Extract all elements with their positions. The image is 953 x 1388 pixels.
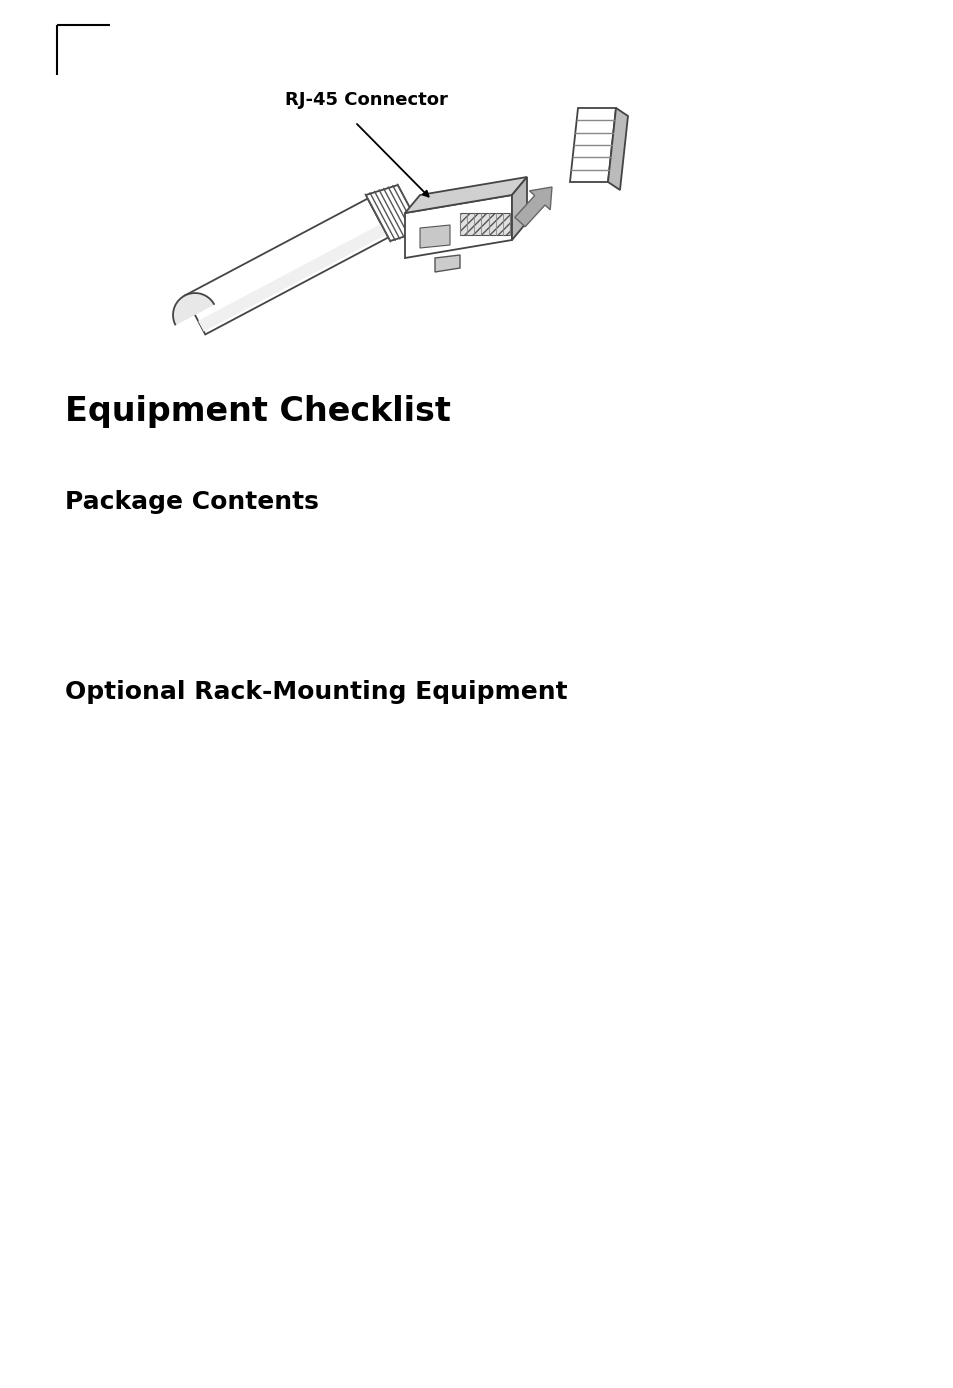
- Polygon shape: [459, 212, 510, 235]
- FancyArrow shape: [515, 187, 552, 226]
- Polygon shape: [172, 293, 214, 325]
- Text: Package Contents: Package Contents: [65, 490, 318, 514]
- Polygon shape: [405, 178, 526, 212]
- Polygon shape: [365, 185, 422, 242]
- Polygon shape: [607, 108, 627, 190]
- Polygon shape: [435, 255, 459, 272]
- Polygon shape: [198, 223, 386, 332]
- Polygon shape: [419, 225, 450, 248]
- Text: Optional Rack-Mounting Equipment: Optional Rack-Mounting Equipment: [65, 680, 567, 704]
- Polygon shape: [405, 194, 512, 258]
- Polygon shape: [569, 108, 616, 182]
- Polygon shape: [185, 198, 388, 335]
- Text: RJ-45 Connector: RJ-45 Connector: [285, 92, 447, 110]
- Text: Equipment Checklist: Equipment Checklist: [65, 396, 451, 428]
- Polygon shape: [512, 178, 526, 240]
